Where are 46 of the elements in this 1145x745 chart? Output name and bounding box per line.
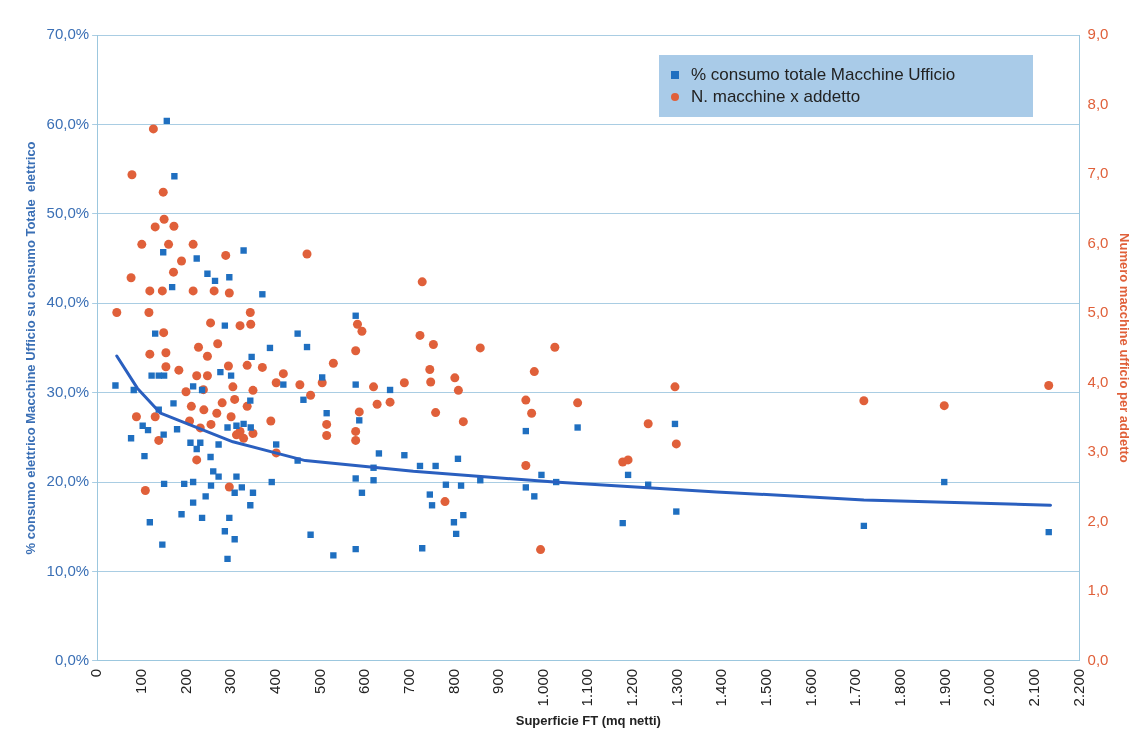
x-tick-label: 1.200 (623, 668, 641, 707)
x-tick-label: 900 (489, 668, 507, 694)
y2-axis-title: Numero macchine ufficio per addetto (1116, 233, 1132, 463)
y2-tick-label: 6,0 (1087, 233, 1109, 251)
x-tick-label: 2.000 (980, 668, 998, 707)
x-tick-label: 1.500 (757, 668, 775, 707)
y2-tick-label: 7,0 (1087, 164, 1109, 182)
y-tick-label: 20,0% (46, 472, 90, 490)
y-tick-label: 40,0% (46, 293, 90, 311)
y2-tick-label: 0,0 (1087, 651, 1109, 668)
x-tick-label: 100 (131, 668, 149, 694)
y2-tick-label: 2,0 (1087, 511, 1109, 529)
x-tick-label: 1.400 (712, 668, 730, 707)
y-tick-label: 70,0% (46, 25, 90, 43)
x-tick-label: 1.000 (533, 668, 551, 707)
x-tick-label: 1.100 (578, 668, 596, 707)
x-tick-label: 1.800 (891, 668, 909, 707)
y-tick-label: 30,0% (46, 382, 90, 400)
y2-tick-label: 1,0 (1087, 581, 1109, 599)
y-axis-title: % consumo elettrico Macchine Ufficio su consumo Totale elettrico (23, 141, 39, 555)
x-axis-title: Superficie FT (mq netti) (515, 712, 661, 728)
x-tick-label: 2.100 (1025, 668, 1043, 707)
y-tick-label: 10,0% (46, 561, 90, 579)
legend-label: % consumo totale Macchine Ufficio (691, 65, 956, 85)
x-tick-label: 800 (444, 668, 462, 694)
y-tick-label: 60,0% (46, 114, 90, 132)
x-tick-label: 1.600 (801, 668, 819, 707)
x-tick-label: 1.300 (667, 668, 685, 707)
x-tick-label: 600 (355, 668, 373, 694)
x-tick-label: 300 (221, 668, 239, 694)
x-tick-label: 200 (176, 668, 194, 694)
x-tick-label: 1.900 (935, 668, 953, 707)
x-tick-label: 2.200 (1069, 668, 1087, 707)
x-tick-label: 500 (310, 668, 328, 694)
y2-tick-label: 8,0 (1087, 94, 1109, 112)
y2-tick-label: 4,0 (1087, 372, 1109, 390)
legend-label: N. macchine x addetto (691, 87, 861, 107)
x-tick-label: 1.700 (846, 668, 864, 707)
x-tick-label: 700 (399, 668, 417, 694)
y2-tick-label: 5,0 (1087, 303, 1109, 321)
y-tick-label: 50,0% (46, 203, 90, 221)
y2-tick-label: 3,0 (1087, 442, 1109, 460)
x-tick-label: 0 (87, 668, 105, 678)
x-tick-label: 400 (265, 668, 283, 694)
y-tick-label: 0,0% (54, 651, 90, 668)
y2-tick-label: 9,0 (1087, 25, 1109, 43)
